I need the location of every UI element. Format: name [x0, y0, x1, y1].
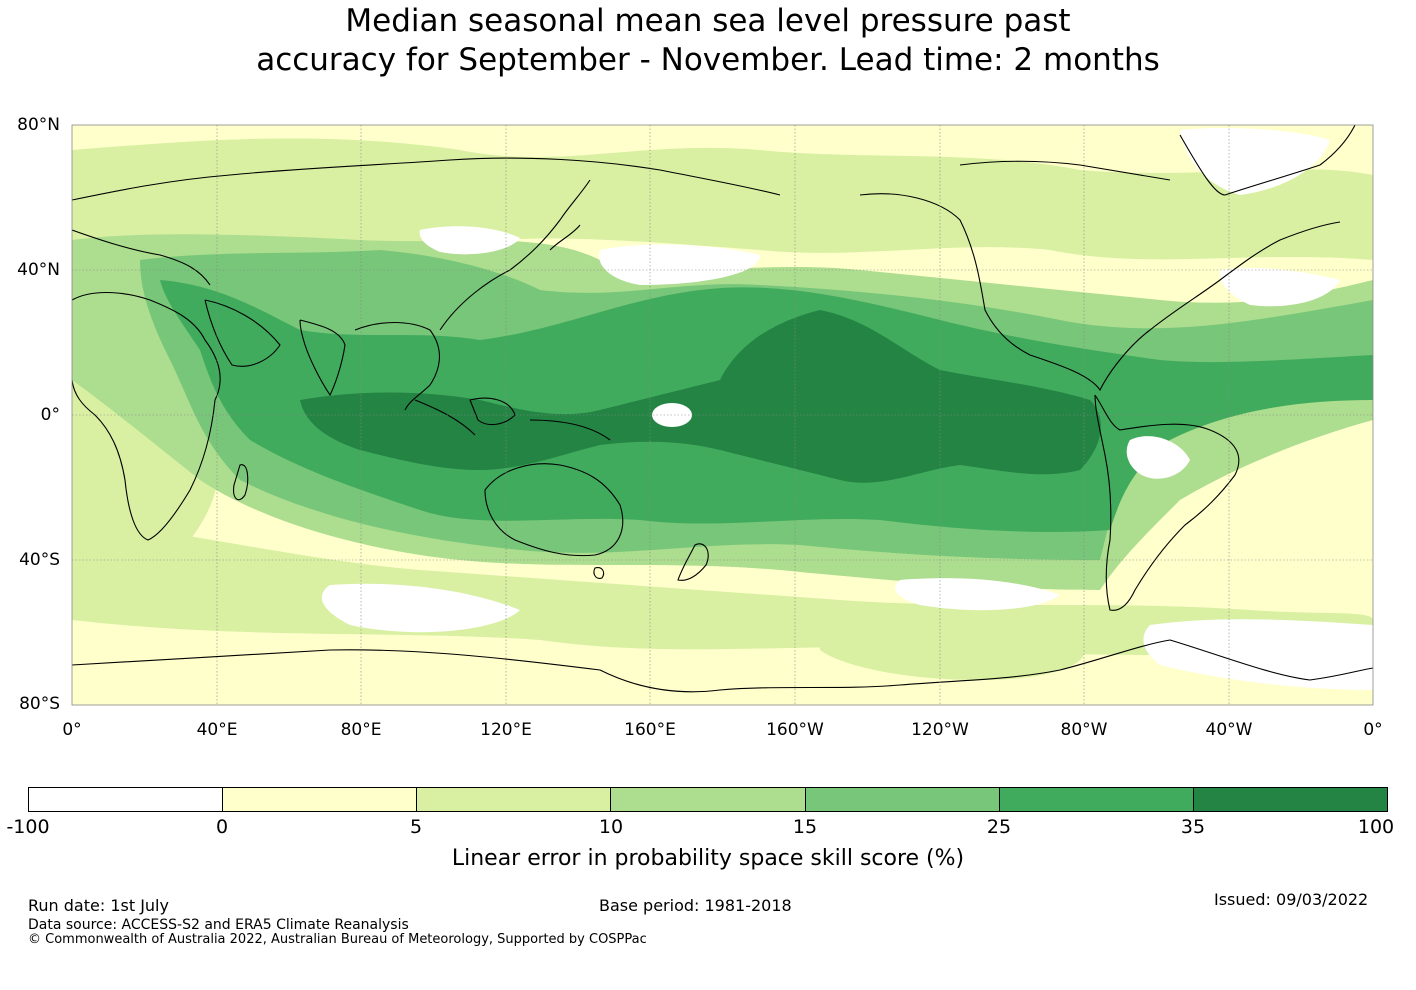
- coastline-antarctica: [72, 639, 1373, 693]
- coastline-south-america: [1094, 394, 1240, 611]
- colorbar-segment-25-35: [999, 788, 1194, 811]
- map-field: [72, 125, 1373, 705]
- coastline-australia: [484, 463, 624, 557]
- lon-label-80w: 80°W: [1060, 720, 1108, 740]
- lat-label-40n: 40°N: [17, 260, 60, 280]
- data-source: Data source: ACCESS-S2 and ERA5 Climate …: [28, 917, 409, 933]
- issued-date: Issued: 09/03/2022: [1214, 890, 1369, 909]
- title-line-1: Median seasonal mean sea level pressure …: [345, 3, 1071, 39]
- skill-zone-negative-greenland: [1180, 128, 1330, 195]
- base-period: Base period: 1981-2018: [599, 896, 792, 915]
- coastline-sumatra: [414, 399, 476, 436]
- lon-label-40w: 40°W: [1205, 720, 1253, 740]
- lat-label-80s: 80°S: [19, 694, 60, 714]
- coastline-southeast-asia: [354, 322, 440, 411]
- coastline-new-zealand: [677, 543, 709, 581]
- skill-score-map: [71, 124, 1374, 706]
- coastline-arctic-north-america: [959, 160, 1171, 181]
- lat-label-equator: 0°: [40, 405, 60, 425]
- colorbar-tick-5: 5: [409, 816, 423, 838]
- colorbar-tick-15: 15: [792, 816, 818, 838]
- coastline-north-america: [859, 193, 1341, 392]
- skill-zone-very-high: [300, 310, 1101, 483]
- lat-label-40s: 40°S: [19, 550, 60, 570]
- colorbar-segment-below-0: [29, 788, 224, 811]
- coastline-madagascar: [233, 464, 249, 501]
- skill-zone-low-north: [72, 138, 1373, 260]
- colorbar-tick-100: 100: [1357, 816, 1395, 838]
- lat-label-80n: 80°N: [17, 115, 60, 135]
- skill-zone-low-southern-ocean: [820, 615, 1086, 680]
- chart-title: Median seasonal mean sea level pressure …: [0, 2, 1416, 80]
- coastline-arabia: [204, 299, 281, 367]
- lon-label-40e: 40°E: [196, 720, 238, 740]
- colorbar-segment-35-100: [1193, 788, 1387, 811]
- colorbar-tick-10: 10: [598, 816, 624, 838]
- skill-zone-negative-southeast-pacific: [895, 578, 1060, 611]
- colorbar-segment-0-5: [223, 788, 418, 811]
- coastline-greenland: [1179, 125, 1356, 196]
- colorbar-segment-15-25: [805, 788, 1000, 811]
- skill-zone-negative-southern-ocean: [321, 583, 520, 633]
- coastline-africa: [72, 291, 221, 541]
- colorbar-label: Linear error in probability space skill …: [451, 846, 965, 871]
- lon-label-0-west: 0°: [62, 720, 82, 740]
- skill-zone-negative-north-pacific: [599, 244, 760, 285]
- lon-label-120e: 120°E: [480, 720, 532, 740]
- colorbar-tick-25: 25: [986, 816, 1012, 838]
- coastline-east-asia: [439, 179, 591, 331]
- coastlines: [72, 125, 1373, 693]
- coastline-europe: [72, 229, 211, 286]
- coastline-northern-eurasia: [72, 157, 781, 201]
- lon-label-160e: 160°E: [624, 720, 676, 740]
- lon-label-120w: 120°W: [911, 720, 969, 740]
- lon-label-80e: 80°E: [340, 720, 382, 740]
- lon-label-160w: 160°W: [766, 720, 824, 740]
- map-frame: [71, 124, 1374, 706]
- lon-label-0-east: 0°: [1363, 720, 1383, 740]
- graticule: [72, 125, 1373, 705]
- colorbar-tick-minus-100: -100: [6, 816, 50, 838]
- colorbar-segment-5-10: [417, 788, 612, 811]
- skill-zone-negative-north-atlantic: [1219, 268, 1340, 307]
- title-line-2: accuracy for September - November. Lead …: [256, 42, 1160, 78]
- coastline-new-guinea: [529, 419, 611, 441]
- coastline-tasmania: [593, 567, 605, 579]
- colorbar-segment-10-15: [611, 788, 806, 811]
- run-date: Run date: 1st July: [28, 896, 169, 915]
- coastline-borneo: [469, 397, 516, 426]
- skill-zone-negative-asia: [419, 226, 520, 255]
- copyright: © Commonwealth of Australia 2022, Austra…: [28, 932, 647, 947]
- skill-zone-negative-south-america: [1126, 436, 1190, 479]
- colorbar-tick-0: 0: [215, 816, 229, 838]
- skill-zone-negative-south-atlantic: [1143, 619, 1373, 690]
- colorbar: [28, 787, 1388, 812]
- colorbar-tick-35: 35: [1180, 816, 1206, 838]
- coastline-japan: [549, 224, 581, 251]
- coastline-india: [299, 319, 346, 397]
